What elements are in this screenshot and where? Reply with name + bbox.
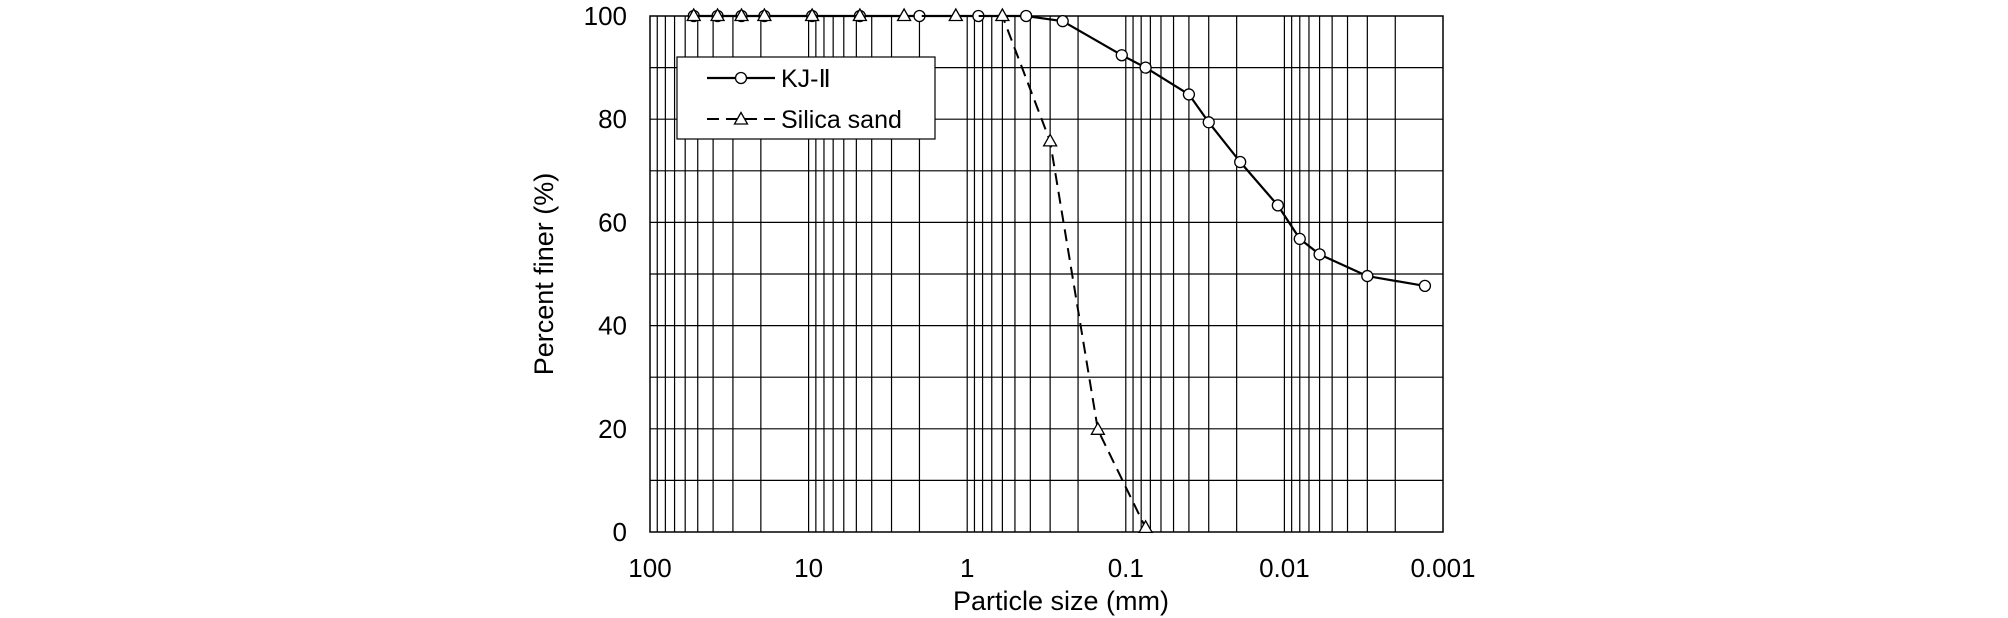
legend-marker-silica bbox=[733, 111, 749, 125]
tick-labels: 100 10 1 0.1 0.01 0.001 0 20 40 60 80 100 bbox=[584, 1, 1476, 583]
legend: KJ-Ⅱ Silica sand bbox=[676, 56, 936, 140]
y-tick-label: 100 bbox=[584, 1, 627, 31]
data-point bbox=[994, 7, 1011, 22]
data-point bbox=[1313, 248, 1326, 261]
x-axis-title: Particle size (mm) bbox=[953, 586, 1169, 616]
y-tick-label: 60 bbox=[598, 207, 627, 237]
data-point bbox=[1361, 269, 1374, 283]
data-point bbox=[1090, 421, 1106, 435]
x-tick-label: 1 bbox=[960, 553, 974, 583]
data-point bbox=[1056, 15, 1069, 28]
data-point bbox=[686, 7, 702, 22]
y-axis-title: Percent finer (%) bbox=[529, 173, 559, 376]
data-point bbox=[1115, 49, 1128, 62]
x-tick-label: 0.1 bbox=[1108, 553, 1144, 583]
y-tick-label: 80 bbox=[598, 104, 627, 134]
y-tick-label: 0 bbox=[613, 517, 627, 547]
legend-label-silica: Silica sand bbox=[781, 106, 902, 134]
data-point bbox=[1418, 279, 1432, 293]
plot-frame bbox=[649, 15, 1444, 533]
data-point bbox=[1293, 232, 1306, 246]
legend-label-kj: KJ-Ⅱ bbox=[781, 65, 831, 93]
x-tick-label: 100 bbox=[628, 553, 671, 583]
legend-box bbox=[676, 56, 936, 140]
x-tick-label: 0.01 bbox=[1259, 553, 1310, 583]
data-point bbox=[948, 7, 964, 22]
data-point bbox=[1042, 133, 1058, 147]
y-tick-label: 20 bbox=[598, 414, 627, 444]
x-tick-label: 10 bbox=[794, 553, 823, 583]
data-point bbox=[1271, 199, 1284, 212]
data-point bbox=[852, 7, 868, 22]
data-point bbox=[804, 7, 820, 22]
data-point bbox=[733, 7, 750, 22]
data-point bbox=[896, 7, 912, 22]
data-point bbox=[709, 7, 726, 22]
data-point bbox=[1234, 155, 1247, 169]
y-tick-label: 40 bbox=[598, 311, 627, 341]
x-tick-label: 0.001 bbox=[1410, 553, 1475, 583]
data-point bbox=[1202, 116, 1215, 129]
data-point bbox=[1182, 88, 1196, 101]
data-point bbox=[1138, 519, 1154, 534]
data-point bbox=[756, 7, 773, 22]
legend-marker-kj bbox=[734, 71, 748, 85]
grid-lines bbox=[650, 16, 1443, 532]
data-point bbox=[1139, 61, 1152, 74]
data-point bbox=[1019, 9, 1033, 23]
series-layer bbox=[686, 7, 1432, 534]
